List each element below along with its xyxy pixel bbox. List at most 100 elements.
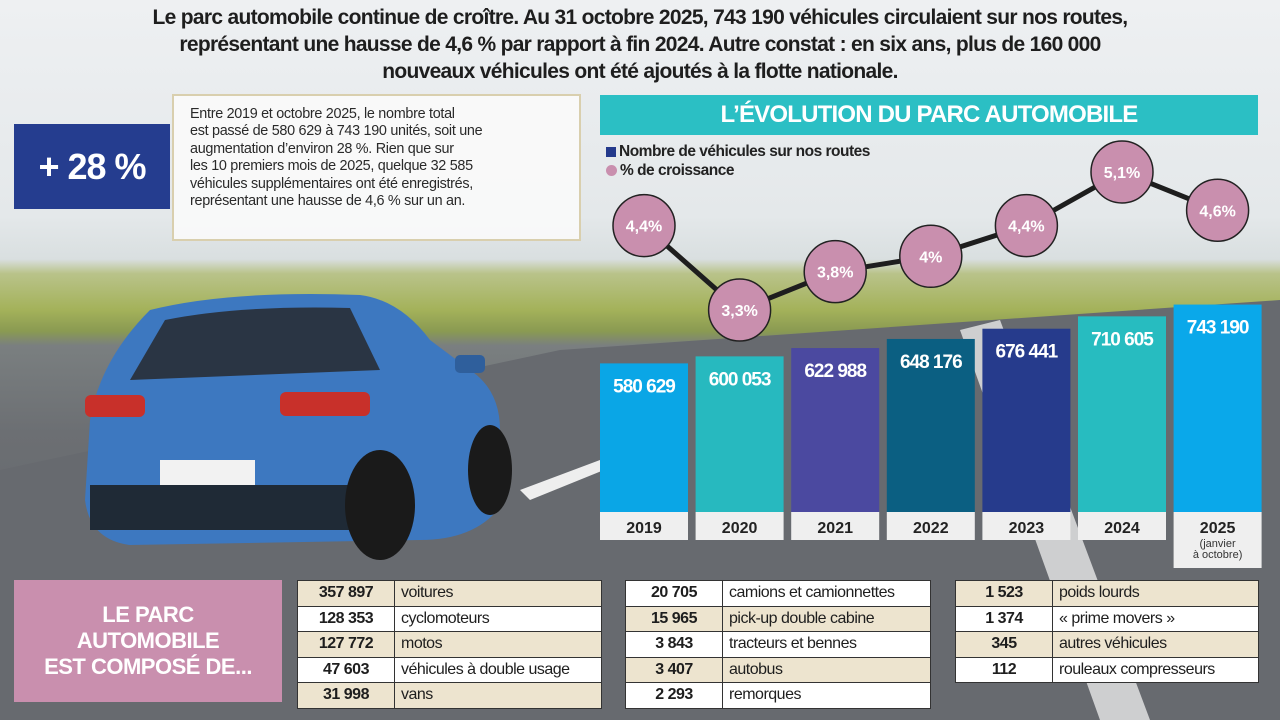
growth-point [994, 193, 1059, 258]
category-label-box [982, 512, 1071, 540]
intro-line: Le parc automobile continue de croître. … [152, 6, 1129, 29]
vehicle-type: cyclomoteurs [394, 605, 602, 632]
bar-value-label: 676 441 [996, 342, 1059, 363]
table-row: 31 998 vans [297, 682, 602, 709]
summary-line: représentant une hausse de 4,6 % sur un … [190, 193, 466, 210]
table-row: 128 353 cyclomoteurs [297, 605, 602, 632]
vehicle-type: pick-up double cabine [722, 605, 931, 632]
growth-label: 3,3% [721, 303, 757, 320]
bar-2024 [1078, 316, 1166, 512]
vehicle-type: motos [394, 631, 602, 658]
bar-2025 [1173, 304, 1262, 512]
composition-title-line: AUTOMOBILE [76, 628, 220, 653]
x-tick-label: 2025 [1200, 520, 1236, 537]
vehicle-count: 3 843 [625, 631, 723, 658]
table-row: 1 374 « prime movers » [955, 605, 1259, 632]
category-label-box [1173, 512, 1262, 568]
growth-label: 4,4% [626, 219, 662, 236]
bar-value-label: 710 605 [1091, 329, 1154, 350]
table-row: 1 523 poids lourds [955, 580, 1259, 607]
category-label-box [600, 512, 688, 540]
bar-2022 [886, 338, 975, 512]
table-row: 3 407 autobus [625, 656, 931, 683]
intro-text: Le parc automobile continue de croître. … [0, 4, 1280, 85]
intro-line: nouveaux véhicules ont été ajoutés à la … [382, 60, 898, 83]
bar-2023 [982, 328, 1071, 512]
vehicle-count: 2 293 [625, 682, 723, 709]
intro-line: représentant une hausse de 4,6 % par rap… [179, 33, 1101, 56]
summary-line: véhicules supplémentaires ont été enregi… [190, 175, 473, 192]
composition-table-1: 357 897 voitures 128 353 cyclomoteurs 127 77… [297, 580, 602, 709]
table-row: 2 293 remorques [625, 682, 931, 709]
growth-label: 4% [919, 249, 942, 266]
table-row: 345 autres véhicules [955, 631, 1259, 658]
composition-title-line: EST COMPOSÉ DE... [44, 654, 252, 679]
bar-value-label: 600 053 [709, 369, 771, 390]
vehicle-count: 47 603 [297, 656, 395, 683]
legend-item-vehicles: Nombre de véhicules sur nos routes [606, 142, 870, 161]
vehicle-type: « prime movers » [1052, 605, 1259, 632]
vehicle-type: tracteurs et bennes [722, 631, 931, 658]
vehicle-count: 112 [955, 656, 1053, 683]
growth-badge: + 28 % [14, 124, 170, 209]
legend-square-icon [606, 146, 616, 157]
vehicle-type: véhicules à double usage [394, 656, 602, 683]
table-row: 20 705 camions et camionnettes [625, 580, 931, 607]
vehicle-count: 128 353 [297, 605, 395, 632]
x-tick-label: 2024 [1104, 520, 1140, 537]
vehicle-type: camions et camionnettes [722, 580, 931, 607]
vehicle-type: poids lourds [1052, 580, 1259, 607]
composition-table-3: 1 523 poids lourds 1 374 « prime movers » 34… [955, 580, 1259, 683]
growth-point [1185, 178, 1250, 243]
growth-label: 4,4% [1008, 219, 1044, 236]
legend-item-growth: % de croissance [606, 161, 870, 180]
category-label-box [791, 512, 880, 540]
growth-label: 4,6% [1199, 203, 1235, 220]
bar-2019 [600, 363, 688, 512]
summary-line: les 10 premiers mois de 2025, quelque 32… [190, 158, 473, 175]
vehicle-count: 20 705 [625, 580, 723, 607]
vehicle-count: 15 965 [625, 605, 723, 632]
bar-2021 [791, 348, 880, 512]
growth-point [1090, 140, 1154, 204]
table-row: 3 843 tracteurs et bennes [625, 631, 931, 658]
category-label-box [695, 512, 784, 540]
vehicle-count: 345 [955, 631, 1053, 658]
legend-label: % de croissance [620, 162, 734, 179]
vehicle-count: 1 374 [955, 605, 1053, 632]
legend-label: Nombre de véhicules sur nos routes [619, 143, 870, 160]
growth-point [899, 224, 963, 289]
vehicle-count: 3 407 [625, 656, 723, 683]
summary-line: Entre 2019 et octobre 2025, le nombre to… [190, 106, 455, 122]
summary-box: Entre 2019 et octobre 2025, le nombre to… [172, 94, 581, 241]
vehicle-type: autobus [722, 656, 931, 683]
growth-label: 3,8% [817, 265, 853, 282]
legend-dot-icon [606, 165, 617, 176]
bar-value-label: 580 629 [613, 376, 675, 397]
x-tick-note: (janvier à octobre) [1193, 538, 1243, 561]
vehicle-count: 357 897 [297, 580, 395, 607]
x-tick-label: 2021 [817, 520, 853, 537]
growth-point [707, 278, 772, 342]
summary-line: augmentation d’environ 28 %. Rien que su… [190, 140, 454, 157]
growth-point [803, 239, 867, 304]
composition-table-2: 20 705 camions et camionnettes 15 965 pick-… [625, 580, 931, 709]
x-tick-label: 2019 [626, 520, 662, 537]
vehicle-count: 1 523 [955, 580, 1053, 607]
table-row: 112 rouleaux compresseurs [955, 656, 1259, 683]
table-row: 47 603 véhicules à double usage [297, 656, 602, 683]
vehicle-type: autres véhicules [1052, 631, 1259, 658]
summary-line: est passé de 580 629 à 743 190 unités, s… [190, 123, 483, 140]
x-tick-label: 2020 [722, 520, 758, 537]
vehicle-type: vans [394, 682, 602, 709]
growth-point [612, 193, 676, 258]
bar-2020 [695, 356, 784, 512]
table-row: 357 897 voitures [297, 580, 602, 607]
category-label-box [886, 512, 975, 540]
category-label-box [1078, 512, 1166, 540]
table-row: 127 772 motos [297, 631, 602, 658]
chart-title: L’ÉVOLUTION DU PARC AUTOMOBILE [600, 95, 1258, 135]
vehicle-count: 31 998 [297, 682, 395, 709]
chart-legend: Nombre de véhicules sur nos routes % de … [606, 142, 870, 180]
